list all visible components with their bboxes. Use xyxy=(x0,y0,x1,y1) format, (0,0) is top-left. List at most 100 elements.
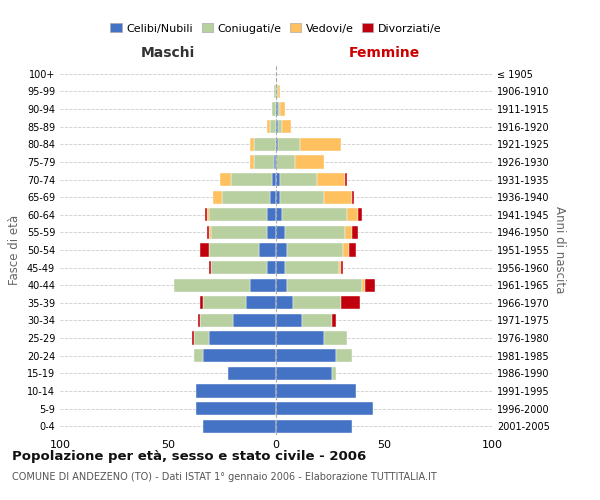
Bar xyxy=(280,102,284,116)
Bar xyxy=(269,120,276,134)
Bar xyxy=(233,314,276,327)
Bar xyxy=(276,120,278,134)
Bar xyxy=(278,102,280,116)
Bar xyxy=(276,314,302,327)
Bar xyxy=(280,173,317,186)
Bar xyxy=(276,85,278,98)
Bar xyxy=(175,278,250,292)
Bar xyxy=(268,261,276,274)
Bar xyxy=(230,173,272,186)
Bar xyxy=(338,261,341,274)
Bar xyxy=(194,349,203,362)
Bar xyxy=(203,349,276,362)
Bar xyxy=(274,85,276,98)
Bar xyxy=(259,244,276,256)
Bar xyxy=(209,261,211,274)
Bar xyxy=(246,296,276,310)
Bar xyxy=(268,226,276,239)
Bar xyxy=(293,296,341,310)
Bar xyxy=(295,156,323,168)
Bar xyxy=(200,296,203,310)
Bar xyxy=(276,173,280,186)
Bar xyxy=(192,332,194,344)
Bar xyxy=(214,190,222,204)
Bar xyxy=(323,332,347,344)
Bar xyxy=(332,366,337,380)
Bar xyxy=(200,244,209,256)
Bar xyxy=(196,384,276,398)
Bar xyxy=(352,190,354,204)
Bar xyxy=(222,190,269,204)
Bar xyxy=(347,208,358,222)
Y-axis label: Fasce di età: Fasce di età xyxy=(8,215,21,285)
Bar xyxy=(345,226,352,239)
Bar xyxy=(287,278,362,292)
Bar xyxy=(269,190,276,204)
Bar xyxy=(341,296,360,310)
Bar xyxy=(203,296,246,310)
Bar xyxy=(323,190,352,204)
Bar xyxy=(209,208,268,222)
Text: Maschi: Maschi xyxy=(141,46,195,60)
Bar xyxy=(276,332,323,344)
Bar xyxy=(276,278,287,292)
Bar xyxy=(283,120,291,134)
Bar xyxy=(209,226,211,239)
Bar xyxy=(274,156,276,168)
Bar xyxy=(276,138,278,151)
Bar xyxy=(211,261,268,274)
Bar xyxy=(250,278,276,292)
Bar xyxy=(276,296,293,310)
Bar xyxy=(254,138,276,151)
Bar xyxy=(302,314,332,327)
Bar xyxy=(358,208,362,222)
Bar xyxy=(276,366,332,380)
Bar xyxy=(211,226,268,239)
Bar xyxy=(276,402,373,415)
Bar xyxy=(209,332,276,344)
Bar xyxy=(317,173,345,186)
Bar xyxy=(196,402,276,415)
Bar xyxy=(362,278,365,292)
Bar xyxy=(343,244,349,256)
Bar xyxy=(337,349,352,362)
Y-axis label: Anni di nascita: Anni di nascita xyxy=(553,206,566,294)
Bar xyxy=(278,138,300,151)
Bar xyxy=(365,278,376,292)
Bar xyxy=(207,226,209,239)
Bar xyxy=(300,138,341,151)
Bar xyxy=(284,226,345,239)
Bar xyxy=(276,190,280,204)
Bar xyxy=(207,208,209,222)
Bar xyxy=(287,244,343,256)
Bar xyxy=(341,261,343,274)
Bar xyxy=(283,208,347,222)
Bar xyxy=(276,261,284,274)
Bar xyxy=(280,190,323,204)
Text: COMUNE DI ANDEZENO (TO) - Dati ISTAT 1° gennaio 2006 - Elaborazione TUTTITALIA.I: COMUNE DI ANDEZENO (TO) - Dati ISTAT 1° … xyxy=(12,472,437,482)
Bar xyxy=(200,314,233,327)
Bar xyxy=(276,226,284,239)
Bar xyxy=(349,244,356,256)
Bar xyxy=(205,208,207,222)
Legend: Celibi/Nubili, Coniugati/e, Vedovi/e, Divorziati/e: Celibi/Nubili, Coniugati/e, Vedovi/e, Di… xyxy=(106,19,446,38)
Bar xyxy=(345,173,347,186)
Bar xyxy=(352,226,358,239)
Bar xyxy=(229,366,276,380)
Bar xyxy=(276,208,283,222)
Bar xyxy=(254,156,274,168)
Bar xyxy=(250,156,254,168)
Bar xyxy=(198,314,200,327)
Bar xyxy=(276,244,287,256)
Bar xyxy=(276,156,295,168)
Text: Popolazione per età, sesso e stato civile - 2006: Popolazione per età, sesso e stato civil… xyxy=(12,450,366,463)
Bar xyxy=(203,420,276,433)
Bar xyxy=(276,102,278,116)
Bar xyxy=(276,420,352,433)
Bar xyxy=(268,120,269,134)
Bar xyxy=(276,384,356,398)
Bar xyxy=(332,314,337,327)
Bar xyxy=(272,173,276,186)
Bar xyxy=(284,261,338,274)
Bar xyxy=(194,332,209,344)
